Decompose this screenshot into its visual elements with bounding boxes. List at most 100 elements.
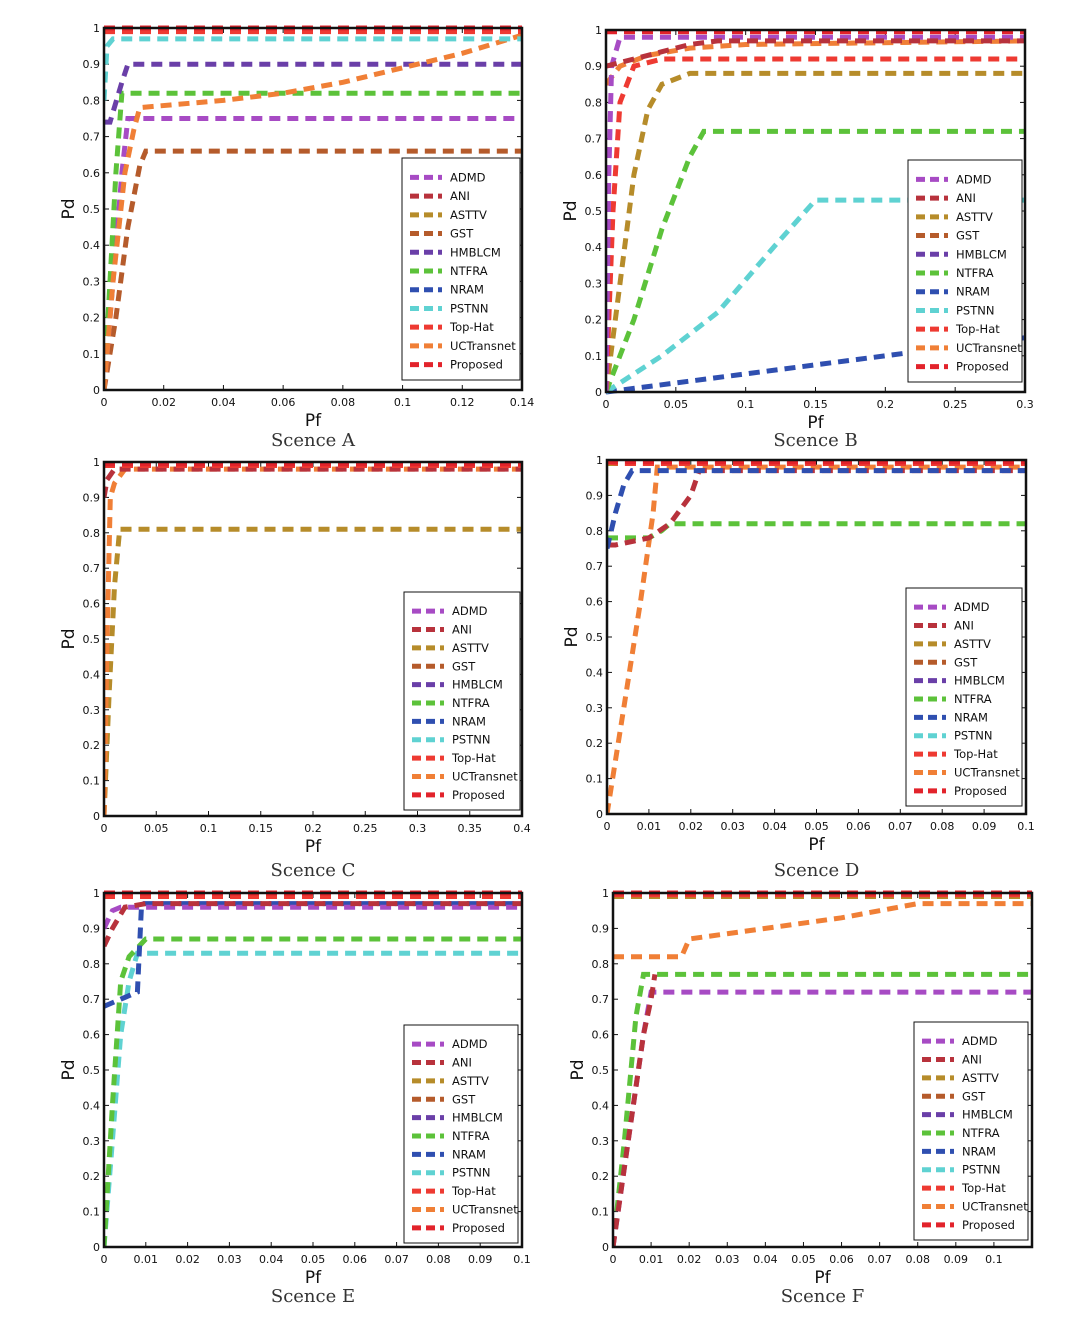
x-tick-label: 0.1 bbox=[200, 822, 218, 835]
series-line-ani bbox=[613, 974, 658, 1248]
legend-label: NRAM bbox=[452, 1147, 486, 1161]
legend: ADMD ANI ASTTV GST HMBLCM NTFRA NRAM PSTNN Top-H… bbox=[403, 591, 521, 811]
y-tick-label: 0.8 bbox=[586, 525, 604, 538]
legend-box bbox=[907, 159, 1023, 383]
x-tick-label: 0.06 bbox=[271, 396, 296, 409]
x-tick-label: 0.01 bbox=[639, 1253, 664, 1266]
x-tick-label: 0.04 bbox=[762, 820, 787, 833]
axes-frame bbox=[604, 28, 1027, 394]
y-tick-label: 0.9 bbox=[83, 491, 101, 504]
x-tick-label: 0.09 bbox=[944, 1253, 969, 1266]
panel-caption: Scence C bbox=[271, 860, 356, 881]
series-line-hmblcm bbox=[104, 61, 522, 125]
y-tick-label: 0.6 bbox=[586, 596, 604, 609]
series-line-admd bbox=[104, 904, 522, 930]
series-line-uctransnet bbox=[613, 901, 1032, 960]
legend-label: UCTransnet bbox=[452, 1202, 518, 1216]
x-tick-label: 0.03 bbox=[715, 1253, 740, 1266]
axes-frame bbox=[102, 891, 524, 1249]
y-axis-label: Pd bbox=[59, 198, 79, 219]
legend-label: Top-Hat bbox=[451, 1184, 496, 1198]
x-tick-label: 0 bbox=[603, 398, 610, 411]
y-axis-label: Pd bbox=[568, 1059, 588, 1080]
legend-label: Proposed bbox=[450, 358, 503, 372]
axes-frame bbox=[611, 891, 1034, 1249]
y-tick-label: 0.4 bbox=[592, 1099, 610, 1112]
legend-label: PSTNN bbox=[962, 1163, 1000, 1177]
x-tick-label: 0.2 bbox=[304, 822, 322, 835]
legend-label: NTFRA bbox=[452, 696, 490, 710]
legend-label: ADMD bbox=[452, 604, 488, 618]
panel-caption: Scence F bbox=[781, 1286, 865, 1307]
y-axis-label: Pd bbox=[562, 626, 582, 647]
y-tick-label: 0.7 bbox=[585, 133, 603, 146]
y-tick-label: 0 bbox=[596, 808, 603, 821]
y-tick-label: 0 bbox=[602, 1241, 609, 1254]
legend: ADMD ANI ASTTV GST HMBLCM NTFRA NRAM PSTNN Top-H… bbox=[401, 157, 521, 381]
y-tick-label: 0.3 bbox=[83, 1135, 101, 1148]
x-axis-label: Pf bbox=[808, 835, 825, 855]
legend-label: ASTTV bbox=[452, 641, 489, 655]
legend-label: ANI bbox=[452, 1056, 472, 1070]
y-tick-label: 1 bbox=[93, 22, 100, 35]
series-line-admd bbox=[613, 989, 1032, 1248]
x-axis-label: Pf bbox=[814, 1268, 831, 1288]
y-tick-label: 0.2 bbox=[83, 739, 101, 752]
series-line-ani bbox=[104, 466, 522, 498]
y-tick-label: 0.2 bbox=[585, 314, 603, 327]
x-tick-label: 0.07 bbox=[384, 1253, 409, 1266]
panel-caption: Scence A bbox=[271, 430, 356, 451]
legend-label: ASTTV bbox=[954, 637, 991, 651]
x-tick-label: 0.06 bbox=[846, 820, 871, 833]
legend-label: UCTransnet bbox=[954, 765, 1020, 779]
y-tick-label: 0.7 bbox=[83, 562, 101, 575]
x-axis-label: Pf bbox=[807, 413, 824, 433]
x-tick-label: 0.1 bbox=[737, 398, 755, 411]
x-tick-label: 0.02 bbox=[679, 820, 704, 833]
legend-label: ADMD bbox=[452, 1037, 488, 1051]
legend-label: NTFRA bbox=[450, 264, 488, 278]
legend: ADMD ANI ASTTV GST HMBLCM NTFRA NRAM PSTNN Top-H… bbox=[913, 1021, 1029, 1241]
y-tick-label: 0.2 bbox=[83, 1170, 101, 1183]
legend-label: GST bbox=[452, 659, 476, 673]
x-tick-label: 0.08 bbox=[331, 396, 356, 409]
legend-label: ASTTV bbox=[450, 208, 487, 222]
legend-label: UCTransnet bbox=[452, 769, 518, 783]
y-tick-label: 0.7 bbox=[586, 560, 604, 573]
chart-panel-d: 0 0.01 0.02 0.03 0.04 0.05 0.06 0.07 0.08 0.09 0.1… bbox=[562, 454, 1035, 881]
series-line-ntfra bbox=[613, 971, 1032, 1248]
legend-box bbox=[403, 591, 521, 811]
y-tick-label: 0.6 bbox=[83, 167, 101, 180]
x-tick-label: 0 bbox=[101, 396, 108, 409]
series-line-uctransnet bbox=[607, 464, 1026, 815]
legend-label: NTFRA bbox=[954, 692, 992, 706]
chart-panel-a: 0 0.02 0.04 0.06 0.08 0.1 0.12 0.14 0 0.1 0.2 0.3 0.… bbox=[59, 22, 534, 451]
x-tick-label: 0.05 bbox=[144, 822, 169, 835]
legend-label: ADMD bbox=[450, 170, 486, 184]
y-tick-label: 0.4 bbox=[83, 1099, 101, 1112]
chart-panel-e: 0 0.01 0.02 0.03 0.04 0.05 0.06 0.07 0.08 0.09 0.1… bbox=[59, 887, 531, 1307]
y-tick-label: 0.5 bbox=[586, 631, 604, 644]
legend-label: ANI bbox=[450, 189, 470, 203]
legend-label: Top-Hat bbox=[451, 751, 496, 765]
series-line-nram bbox=[607, 468, 1026, 550]
y-tick-label: 0.8 bbox=[585, 96, 603, 109]
y-tick-label: 0.6 bbox=[83, 598, 101, 611]
x-tick-label: 0.08 bbox=[426, 1253, 451, 1266]
legend-box bbox=[913, 1021, 1029, 1241]
legend-label: GST bbox=[962, 1089, 986, 1103]
legend: ADMD ANI ASTTV GST HMBLCM NTFRA NRAM PSTNN Top-H… bbox=[403, 1024, 519, 1244]
legend-label: HMBLCM bbox=[450, 245, 501, 259]
legend-label: ASTTV bbox=[956, 210, 993, 224]
legend-label: NRAM bbox=[954, 710, 988, 724]
chart-panel-f: 0 0.01 0.02 0.03 0.04 0.05 0.06 0.07 0.08 0.09 0.1… bbox=[568, 887, 1034, 1307]
y-axis-label: Pd bbox=[59, 1059, 79, 1080]
series-line-nram bbox=[104, 901, 522, 1009]
x-tick-label: 0.02 bbox=[151, 396, 176, 409]
legend-label: GST bbox=[450, 227, 474, 241]
y-tick-label: 0.8 bbox=[592, 958, 610, 971]
legend-label: HMBLCM bbox=[962, 1108, 1013, 1122]
x-tick-label: 0.01 bbox=[134, 1253, 159, 1266]
x-tick-label: 0.05 bbox=[804, 820, 829, 833]
